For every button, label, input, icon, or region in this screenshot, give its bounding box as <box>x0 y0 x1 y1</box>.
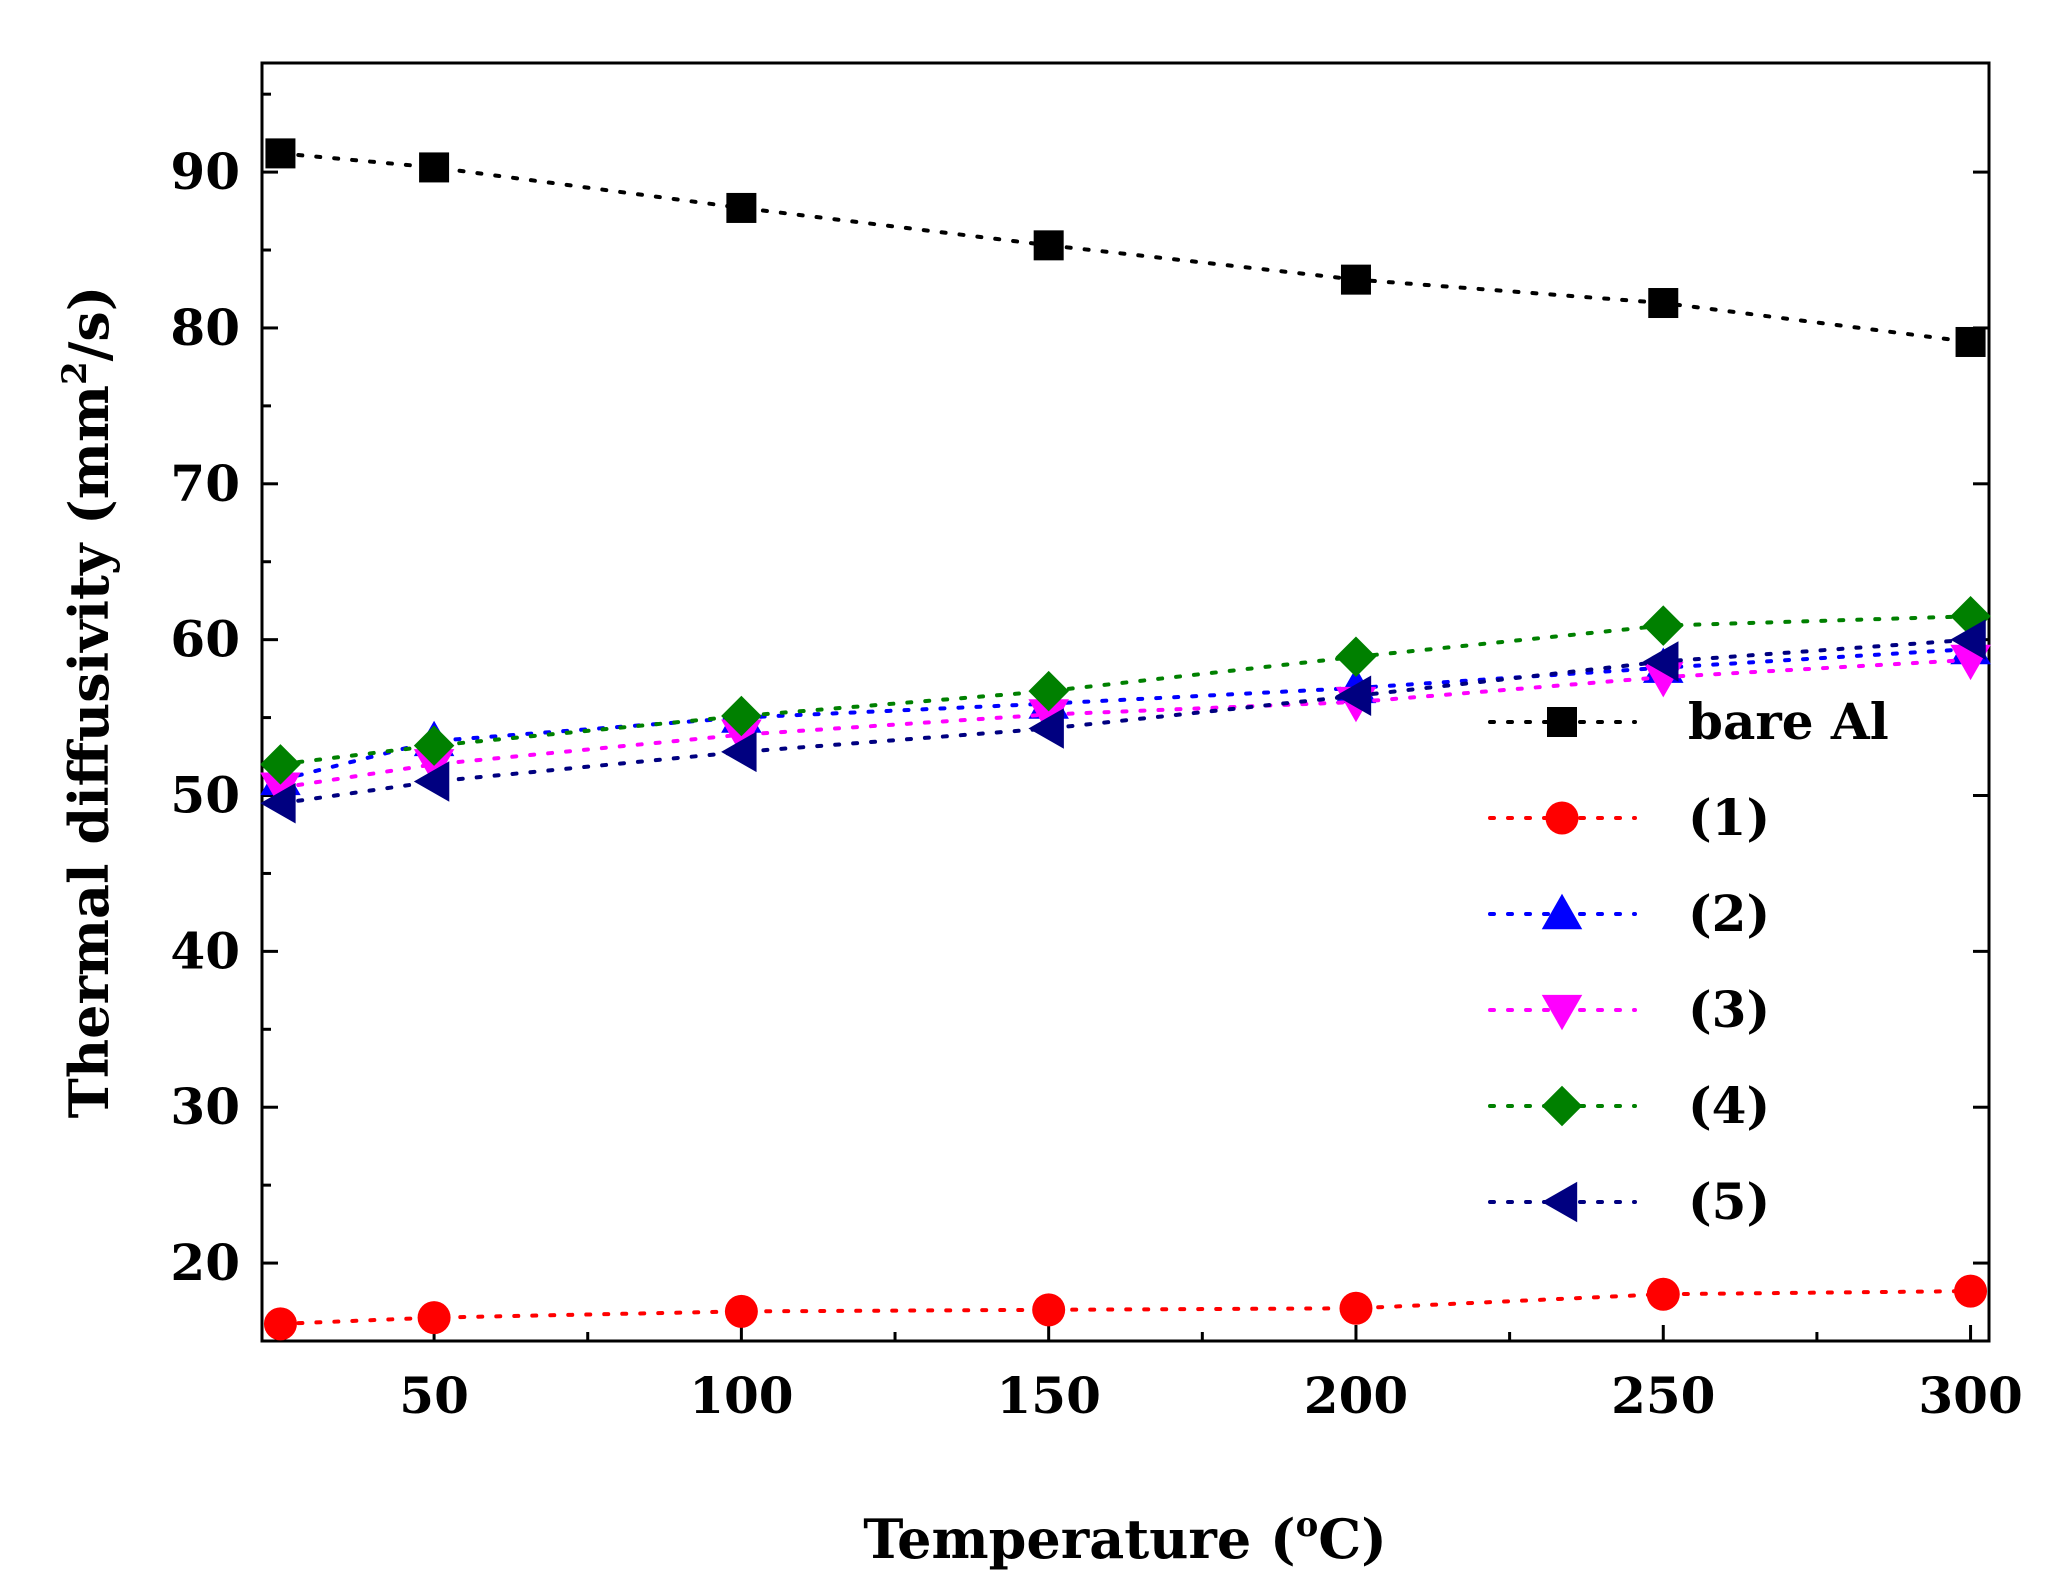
data-point <box>413 725 455 766</box>
y-tick-label: 60 <box>170 610 240 669</box>
y-axis-title: Thermal diffusivity (mm2/s) <box>55 286 121 1119</box>
series-5 <box>260 619 1986 824</box>
data-point <box>1643 641 1679 682</box>
data-point <box>721 731 757 773</box>
data-point <box>1028 708 1064 749</box>
data-point <box>1954 1274 1988 1308</box>
data-point <box>1028 670 1069 712</box>
data-point <box>413 749 455 785</box>
legend-marker <box>1547 707 1577 737</box>
data-point <box>417 1301 451 1335</box>
data-point <box>260 744 301 785</box>
data-point <box>1335 675 1372 717</box>
legend: bare Al (1) (2) (3) (4) (5) <box>1488 692 1889 1231</box>
legend-marker <box>1541 1085 1583 1127</box>
y-tick-label: 50 <box>170 766 240 825</box>
series-layer <box>260 138 1991 1341</box>
y-tick-label: 20 <box>170 1233 240 1292</box>
data-point <box>1339 1291 1373 1325</box>
y-tick-label: 80 <box>170 298 240 357</box>
data-point <box>265 138 296 169</box>
data-point <box>721 695 762 737</box>
legend-label: (2) <box>1688 884 1770 943</box>
legend-item: (5) <box>1488 1172 1770 1231</box>
legend-item: bare Al <box>1488 692 1889 751</box>
data-point <box>1955 326 1986 357</box>
data-point <box>1340 264 1371 295</box>
legend-item: (4) <box>1488 1076 1770 1135</box>
series-4 <box>260 596 1991 785</box>
plot-frame <box>260 61 1991 1343</box>
series-line <box>278 151 1973 344</box>
data-point <box>1335 636 1377 678</box>
data-point <box>1648 288 1679 319</box>
legend-item: (3) <box>1488 980 1770 1039</box>
legend-marker <box>1541 994 1583 1031</box>
series-1 <box>263 1274 1988 1341</box>
data-point <box>413 761 450 802</box>
legend-label: (4) <box>1688 1076 1770 1135</box>
data-point <box>260 783 296 824</box>
legend-marker <box>1541 893 1583 930</box>
x-axis-title: Temperature (oC) <box>863 1505 1387 1571</box>
y-tick-label: 40 <box>170 921 240 980</box>
legend-marker <box>1545 801 1579 835</box>
data-point <box>260 772 301 808</box>
y-tick-label: 90 <box>170 142 240 201</box>
axis-ticks: 50 100 150 200 250 300 20 30 40 50 60 70 80 90 <box>170 92 2023 1425</box>
x-tick-label: 50 <box>399 1366 469 1425</box>
data-point <box>726 192 757 223</box>
legend-label: (5) <box>1688 1172 1770 1231</box>
data-point <box>1646 1277 1680 1311</box>
data-point <box>1033 230 1064 261</box>
legend-label: (3) <box>1688 980 1770 1039</box>
legend-label: bare Al <box>1688 692 1889 751</box>
legend-marker <box>1541 1181 1578 1223</box>
data-point <box>724 1294 758 1328</box>
legend-item: (1) <box>1488 788 1770 847</box>
legend-label: (1) <box>1688 788 1770 847</box>
series-0 <box>265 138 1986 357</box>
series-line <box>278 1289 1973 1326</box>
data-point <box>1950 619 1986 660</box>
y-tick-label: 70 <box>170 454 240 513</box>
x-tick-label: 100 <box>689 1366 793 1425</box>
data-point <box>419 152 450 183</box>
data-point <box>1032 1293 1066 1327</box>
data-point <box>263 1307 297 1341</box>
x-tick-label: 250 <box>1611 1366 1715 1425</box>
y-tick-label: 30 <box>170 1077 240 1136</box>
x-tick-label: 200 <box>1304 1366 1408 1425</box>
data-point <box>721 719 762 755</box>
x-tick-label: 150 <box>996 1366 1100 1425</box>
legend-item: (2) <box>1488 884 1770 943</box>
data-point <box>1643 605 1684 646</box>
x-tick-label: 300 <box>1918 1366 2022 1425</box>
